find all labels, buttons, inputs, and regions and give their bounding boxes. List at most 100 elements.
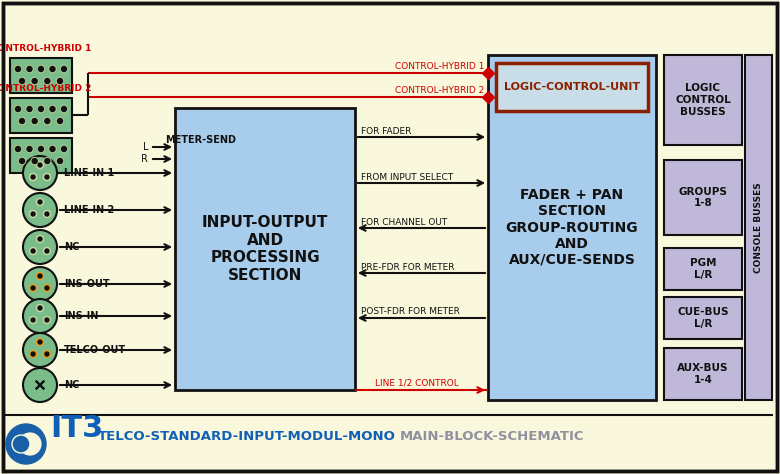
Circle shape [38,306,42,310]
Circle shape [37,146,44,153]
Circle shape [15,146,22,153]
Circle shape [37,273,44,280]
Text: CONTROL-HYBRID 2: CONTROL-HYBRID 2 [395,85,484,94]
Circle shape [44,284,51,292]
Bar [664,348,742,400]
Text: LINE-IN 2: LINE-IN 2 [64,205,114,215]
Circle shape [38,274,42,278]
Bar [664,55,742,145]
Bar [745,55,772,400]
Text: INS-IN: INS-IN [64,311,98,321]
Text: FOR FADER: FOR FADER [361,127,411,136]
Circle shape [61,106,68,112]
Circle shape [31,118,38,125]
Circle shape [6,424,46,464]
Circle shape [31,212,35,216]
Circle shape [23,368,57,402]
Circle shape [16,146,20,152]
Text: FROM INPUT SELECT: FROM INPUT SELECT [361,173,453,182]
Circle shape [44,247,51,255]
Circle shape [30,247,37,255]
Circle shape [16,66,20,72]
Circle shape [38,237,42,241]
Circle shape [45,352,49,356]
Circle shape [45,175,49,179]
Circle shape [44,317,51,323]
Bar [496,63,648,111]
Text: CONTROL-HYBRID 1: CONTROL-HYBRID 1 [0,44,91,53]
Circle shape [58,79,62,83]
Circle shape [23,156,57,190]
Circle shape [27,107,32,111]
Text: TELCO-OUT: TELCO-OUT [64,345,126,355]
Circle shape [27,146,32,152]
Circle shape [23,333,57,367]
Circle shape [56,157,63,164]
Circle shape [49,65,56,73]
Text: AUX-BUS
1-4: AUX-BUS 1-4 [677,363,729,385]
Text: LOGIC-CONTROL-UNIT: LOGIC-CONTROL-UNIT [504,82,640,92]
Text: INPUT-OUTPUT
AND
PROCESSING
SECTION: INPUT-OUTPUT AND PROCESSING SECTION [202,215,328,283]
Text: MAIN-BLOCK-SCHEMATIC: MAIN-BLOCK-SCHEMATIC [400,430,584,443]
Circle shape [45,318,49,322]
Circle shape [62,66,66,72]
Circle shape [50,146,55,152]
Bar [664,160,742,235]
Circle shape [44,79,50,83]
Text: CUE-BUS
L/R: CUE-BUS L/R [677,307,729,329]
Text: POST-FDR FOR METER: POST-FDR FOR METER [361,308,460,317]
Circle shape [38,200,42,204]
Circle shape [37,338,44,346]
Circle shape [44,78,51,84]
Circle shape [23,193,57,227]
Circle shape [44,173,51,181]
Circle shape [23,299,57,333]
Circle shape [37,162,44,168]
Circle shape [30,284,37,292]
Circle shape [20,158,24,164]
Circle shape [16,107,20,111]
Text: LINE 1/2 CONTROL: LINE 1/2 CONTROL [375,379,459,388]
Circle shape [37,65,44,73]
Circle shape [45,212,49,216]
Circle shape [37,199,44,206]
Circle shape [27,66,32,72]
Circle shape [50,107,55,111]
Circle shape [44,158,50,164]
Circle shape [58,118,62,124]
Circle shape [61,65,68,73]
Circle shape [61,146,68,153]
Circle shape [62,146,66,152]
Bar [10,98,72,133]
Text: PGM
L/R: PGM L/R [690,258,716,280]
Circle shape [37,106,44,112]
Text: TELCO-STANDARD-INPUT-MODUL-MONO: TELCO-STANDARD-INPUT-MODUL-MONO [98,430,396,443]
Circle shape [56,118,63,125]
Circle shape [30,210,37,218]
Circle shape [31,78,38,84]
Text: GROUPS
1-8: GROUPS 1-8 [679,187,728,208]
Bar [664,297,742,339]
Circle shape [20,118,24,124]
Circle shape [44,118,50,124]
Text: CONSOLE BUSSES: CONSOLE BUSSES [754,182,763,273]
Circle shape [15,65,22,73]
Bar [10,138,72,173]
Bar [664,248,742,290]
Circle shape [32,158,37,164]
Circle shape [31,157,38,164]
Circle shape [58,158,62,164]
Bar [10,58,72,93]
Circle shape [26,65,33,73]
Circle shape [44,157,51,164]
Circle shape [38,146,44,152]
Text: NC: NC [64,380,80,390]
Circle shape [37,304,44,311]
Circle shape [31,175,35,179]
Circle shape [19,157,26,164]
Circle shape [45,249,49,253]
Circle shape [31,286,35,290]
Circle shape [30,317,37,323]
Circle shape [20,79,24,83]
Circle shape [49,106,56,112]
